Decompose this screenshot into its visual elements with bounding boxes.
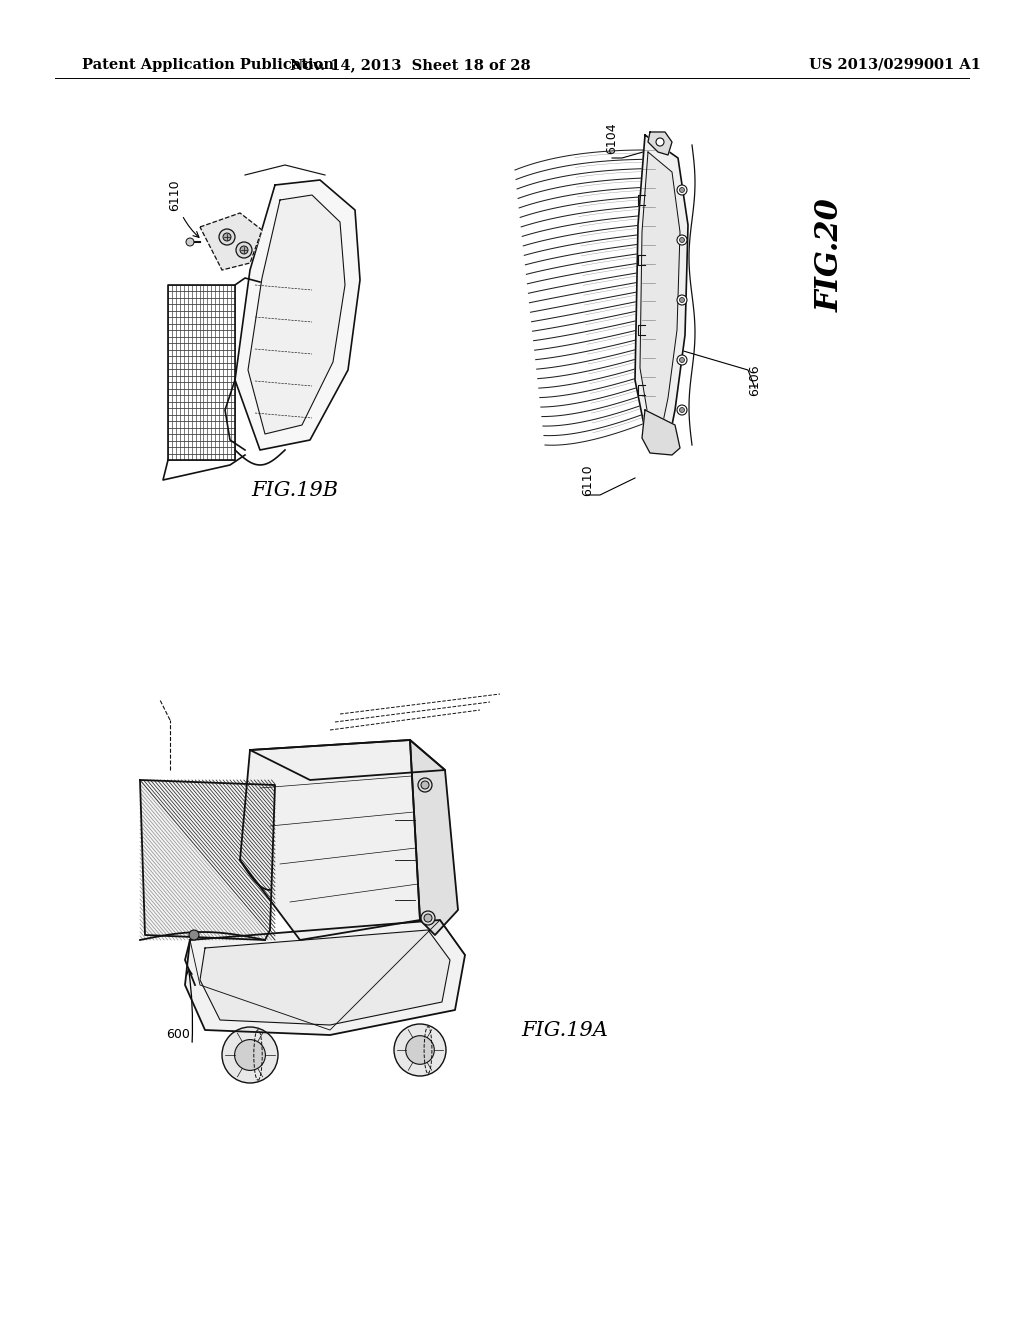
Text: FIG.20: FIG.20 xyxy=(814,198,846,312)
Circle shape xyxy=(236,242,252,257)
Circle shape xyxy=(424,913,432,921)
Circle shape xyxy=(680,238,684,243)
Circle shape xyxy=(418,777,432,792)
Text: 6110: 6110 xyxy=(582,465,595,496)
Circle shape xyxy=(677,185,687,195)
Circle shape xyxy=(680,187,684,193)
Polygon shape xyxy=(648,132,672,154)
Polygon shape xyxy=(635,135,688,447)
Circle shape xyxy=(421,781,429,789)
Polygon shape xyxy=(240,741,420,940)
Circle shape xyxy=(222,1027,278,1082)
Circle shape xyxy=(680,297,684,302)
Polygon shape xyxy=(234,180,360,450)
Polygon shape xyxy=(248,195,345,434)
Text: US 2013/0299001 A1: US 2013/0299001 A1 xyxy=(809,58,981,73)
Circle shape xyxy=(680,358,684,363)
Text: 6106: 6106 xyxy=(749,364,762,396)
Circle shape xyxy=(240,246,248,253)
Polygon shape xyxy=(640,152,680,433)
Text: 6110: 6110 xyxy=(169,180,181,211)
Circle shape xyxy=(406,1036,434,1064)
Circle shape xyxy=(677,355,687,366)
Circle shape xyxy=(677,294,687,305)
Circle shape xyxy=(234,1040,265,1071)
Polygon shape xyxy=(185,920,465,1035)
Circle shape xyxy=(680,408,684,412)
Circle shape xyxy=(189,931,199,940)
Circle shape xyxy=(394,1024,446,1076)
Circle shape xyxy=(219,228,234,246)
Polygon shape xyxy=(200,213,262,271)
Circle shape xyxy=(186,238,194,246)
Text: Patent Application Publication: Patent Application Publication xyxy=(82,58,334,73)
Polygon shape xyxy=(250,741,445,780)
Polygon shape xyxy=(200,931,450,1026)
Text: 6104: 6104 xyxy=(605,123,618,154)
Circle shape xyxy=(677,235,687,246)
Circle shape xyxy=(421,911,435,925)
Polygon shape xyxy=(410,741,458,935)
Text: Nov. 14, 2013  Sheet 18 of 28: Nov. 14, 2013 Sheet 18 of 28 xyxy=(290,58,530,73)
Text: 600: 600 xyxy=(166,1028,189,1041)
Text: FIG.19A: FIG.19A xyxy=(521,1020,608,1040)
Polygon shape xyxy=(642,411,680,455)
Circle shape xyxy=(656,139,664,147)
Circle shape xyxy=(223,234,231,242)
Circle shape xyxy=(677,405,687,414)
Polygon shape xyxy=(140,780,275,940)
Text: FIG.19B: FIG.19B xyxy=(252,480,339,499)
